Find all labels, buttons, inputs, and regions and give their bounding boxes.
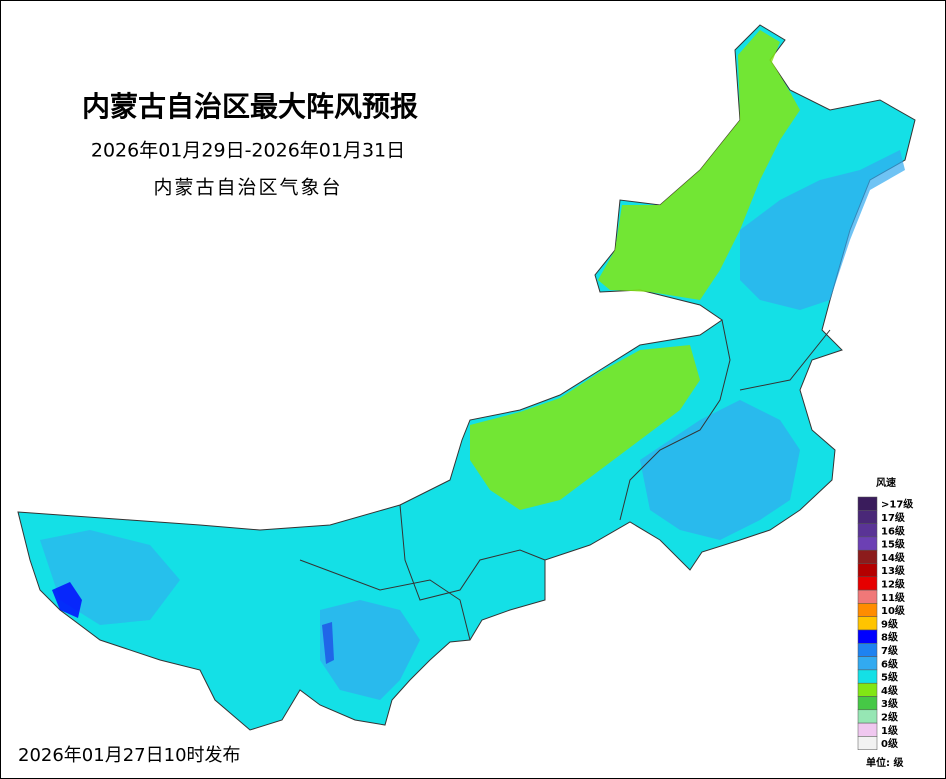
legend-swatch [857,736,878,750]
patch-green [598,30,800,300]
issuer: 内蒙古自治区气象台 [153,177,342,199]
region-map [17,24,916,731]
legend-label: 7级 [881,644,899,657]
legend-label: 17级 [881,511,906,524]
legend-swatch [857,523,878,538]
legend: 风速 单位: 级 >17级17级16级15级14级13级12级11级10级9级8… [857,476,914,769]
legend-label: 0级 [881,737,899,750]
legend-label: 16级 [881,524,906,537]
patch-blue [640,400,800,540]
legend-swatch [857,536,878,551]
legend-label: 10级 [881,604,906,617]
legend-label: 8级 [881,631,899,644]
period: 2026年01月29日-2026年01月31日 [91,140,405,162]
legend-swatch [857,669,878,684]
legend-swatch [857,510,878,524]
legend-label: 2级 [881,710,899,723]
legend-unit: 单位: 级 [866,756,904,769]
legend-label: 13级 [881,564,906,577]
boundary-line [399,504,546,601]
legend-label: 12级 [881,577,906,590]
legend-swatch [857,682,878,697]
legend-label: 6级 [881,657,899,670]
legend-swatch [857,629,878,644]
legend-label: 15级 [881,538,906,551]
legend-swatch [857,643,878,657]
legend-swatch [857,722,878,737]
patch-dark-blue [322,622,334,664]
legend-label: 14级 [881,551,906,564]
legend-swatch [857,589,878,604]
legend-label: 5级 [881,671,899,684]
legend-swatch [857,563,878,578]
legend-label: >17级 [881,498,914,511]
legend-swatch [857,696,878,711]
legend-swatch [857,709,878,724]
issued-time: 2026年01月27日10时发布 [18,745,241,766]
boundary-line [619,319,731,521]
patch-blue [740,150,905,310]
patch-dark-blue [52,582,82,618]
legend-label: 4级 [881,684,899,697]
legend-swatch [857,496,878,511]
legend-swatch [857,576,878,591]
legend-swatch [857,603,878,617]
legend-swatch [857,616,878,631]
boundary-line [299,559,471,641]
legend-swatch [857,549,878,564]
patch-blue [320,600,420,700]
legend-label: 11级 [881,591,906,604]
legend-label: 1级 [881,724,899,737]
legend-label: 3级 [881,697,899,710]
patch-green [470,345,700,510]
boundary-line [739,329,831,391]
legend-swatch [857,656,878,671]
legend-title: 风速 [876,476,896,489]
map-title: 内蒙古自治区最大阵风预报 [82,90,418,123]
legend-label: 9级 [881,617,899,630]
